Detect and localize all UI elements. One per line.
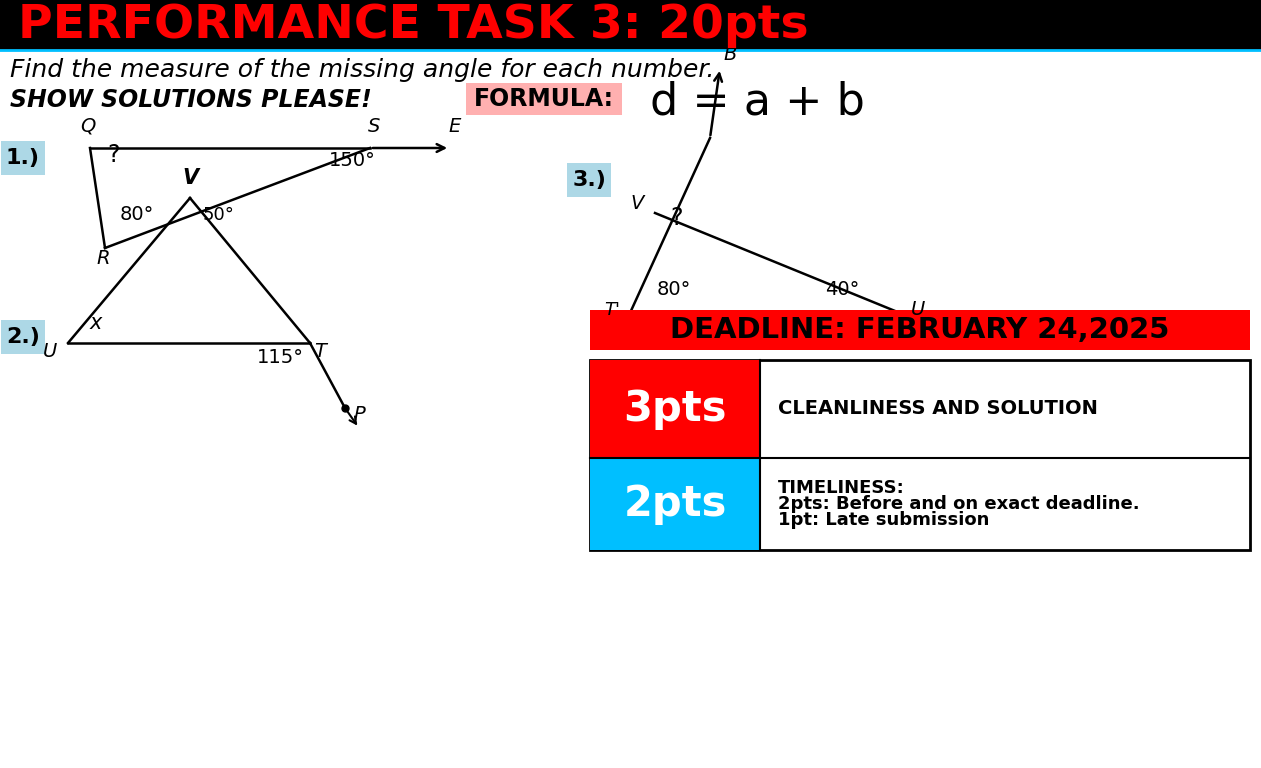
Text: 1.): 1.) bbox=[6, 148, 40, 168]
Text: d = a + b: d = a + b bbox=[649, 81, 865, 124]
Text: 80°: 80° bbox=[657, 280, 691, 299]
Bar bbox=[590, 310, 1250, 350]
Text: SHOW SOLUTIONS PLEASE!: SHOW SOLUTIONS PLEASE! bbox=[10, 88, 372, 112]
Text: CLEANLINESS AND SOLUTION: CLEANLINESS AND SOLUTION bbox=[778, 399, 1098, 419]
Bar bbox=[590, 360, 760, 458]
Text: 3pts: 3pts bbox=[623, 388, 726, 430]
Text: 3.): 3.) bbox=[572, 170, 607, 190]
Text: ?: ? bbox=[671, 206, 683, 230]
Text: DEADLINE: FEBRUARY 24,2025: DEADLINE: FEBRUARY 24,2025 bbox=[671, 316, 1170, 344]
Text: 80°: 80° bbox=[120, 205, 154, 224]
Text: T': T' bbox=[604, 301, 620, 319]
Text: TIMELINESS:: TIMELINESS: bbox=[778, 479, 904, 497]
Bar bbox=[590, 360, 1250, 550]
Text: ?: ? bbox=[107, 143, 120, 167]
Text: 1pt: Late submission: 1pt: Late submission bbox=[778, 511, 990, 529]
Text: V: V bbox=[182, 168, 198, 188]
Text: 50°: 50° bbox=[202, 206, 235, 224]
Text: E: E bbox=[449, 117, 462, 136]
Text: B: B bbox=[724, 45, 736, 64]
Text: PERFORMANCE TASK 3: 20pts: PERFORMANCE TASK 3: 20pts bbox=[18, 2, 808, 48]
FancyBboxPatch shape bbox=[467, 83, 622, 115]
Text: T: T bbox=[314, 342, 325, 361]
Text: S: S bbox=[368, 117, 380, 136]
Text: FORMULA:: FORMULA: bbox=[474, 87, 614, 111]
Text: 40°: 40° bbox=[825, 280, 859, 299]
FancyBboxPatch shape bbox=[1, 141, 45, 175]
Text: P: P bbox=[353, 405, 364, 424]
Text: 2.): 2.) bbox=[6, 327, 40, 347]
Text: 2pts: 2pts bbox=[623, 483, 726, 525]
Text: 115°: 115° bbox=[256, 348, 304, 367]
Text: R: R bbox=[96, 249, 110, 268]
Bar bbox=[0, 0, 1261, 50]
Text: x: x bbox=[90, 313, 102, 333]
FancyBboxPatch shape bbox=[567, 163, 612, 197]
Text: U: U bbox=[43, 342, 57, 361]
FancyBboxPatch shape bbox=[1, 320, 45, 354]
Text: V: V bbox=[630, 194, 643, 213]
Text: U: U bbox=[910, 300, 926, 319]
Text: 2pts: Before and on exact deadline.: 2pts: Before and on exact deadline. bbox=[778, 495, 1140, 513]
Text: Find the measure of the missing angle for each number.: Find the measure of the missing angle fo… bbox=[10, 58, 715, 82]
Bar bbox=[590, 458, 760, 550]
Text: 150°: 150° bbox=[329, 151, 376, 170]
Text: Q: Q bbox=[81, 117, 96, 136]
